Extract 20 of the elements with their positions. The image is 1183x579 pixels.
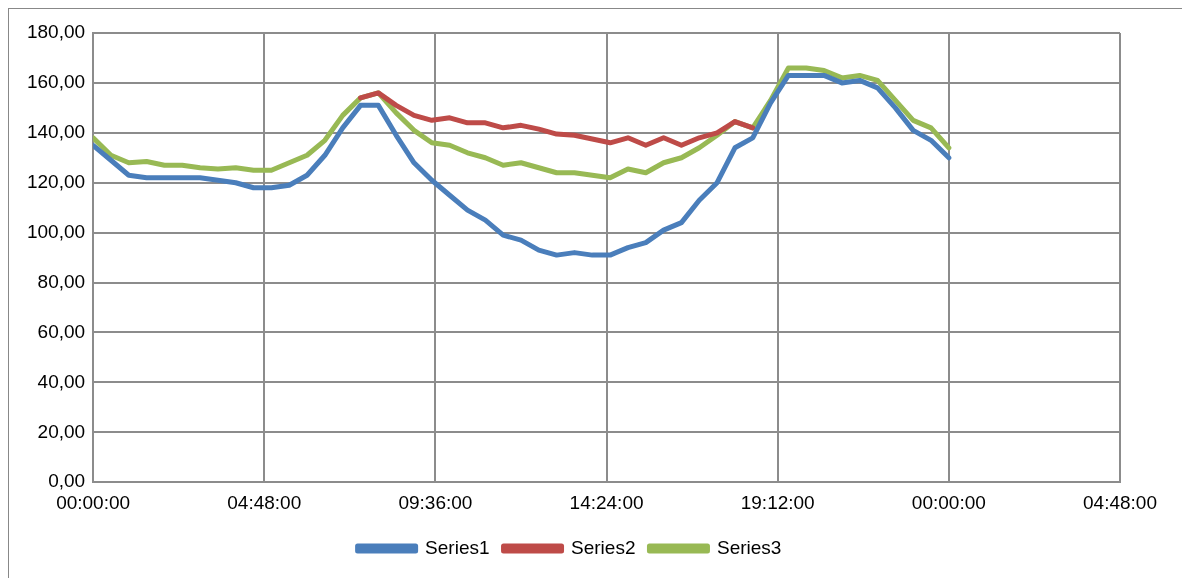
y-tick-label: 100,00 <box>26 220 86 242</box>
y-tick-label: 60,00 <box>37 320 86 342</box>
x-tick-label: 04:48:00 <box>227 491 302 513</box>
x-tick-label: 14:24:00 <box>569 491 644 513</box>
y-tick-label: 180,00 <box>26 21 86 43</box>
y-tick-label: 140,00 <box>26 121 86 143</box>
y-tick-label: 80,00 <box>37 270 86 292</box>
legend-label: Series3 <box>716 536 782 558</box>
x-tick-label: 19:12:00 <box>740 491 815 513</box>
y-tick-label: 0,00 <box>48 470 86 492</box>
legend-label: Series1 <box>425 536 490 558</box>
x-tick-label: 04:48:00 <box>1083 491 1157 513</box>
x-tick-label: 09:36:00 <box>398 491 473 513</box>
legend-label: Series2 <box>571 536 636 558</box>
y-tick-label: 40,00 <box>37 370 86 392</box>
x-tick-label: 00:00:00 <box>56 491 131 513</box>
x-tick-label: 00:00:00 <box>911 491 986 513</box>
y-tick-label: 120,00 <box>26 170 86 192</box>
y-tick-label: 20,00 <box>37 420 86 442</box>
y-tick-label: 160,00 <box>26 71 86 93</box>
